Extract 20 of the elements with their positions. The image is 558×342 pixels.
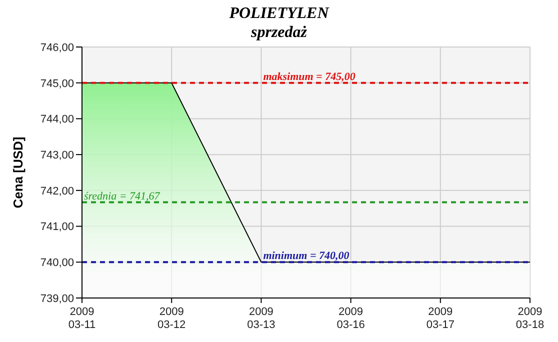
y-tick-label: 740,00 — [40, 257, 74, 270]
y-tick-label: 739,00 — [40, 292, 74, 305]
ref-line-label: maksimum = 745,00 — [263, 70, 356, 83]
x-tick-label: 2009 03-11 — [68, 306, 96, 331]
y-tick-label: 741,00 — [40, 221, 74, 234]
y-axis-title: Cena [USD] — [10, 136, 26, 208]
y-tick-label: 745,00 — [40, 78, 74, 90]
x-tick-label: 2009 03-17 — [426, 306, 454, 331]
ref-line-label: minimum = 740,00 — [263, 250, 350, 262]
y-tick-label: 744,00 — [40, 114, 74, 126]
x-tick-label: 2009 03-16 — [336, 306, 365, 331]
y-tick-label: 746,00 — [40, 42, 74, 54]
x-tick-label: 2009 03-12 — [158, 306, 186, 331]
ref-line-label: średnia = 741,67 — [84, 190, 160, 202]
y-tick-label: 743,00 — [40, 149, 74, 162]
x-tick-label: 2009 03-13 — [247, 306, 276, 331]
chart-title: POLIETYLEN — [228, 4, 330, 23]
x-tick-label: 2009 03-18 — [516, 306, 544, 331]
chart-subtitle: sprzedaż — [250, 23, 308, 42]
y-tick-label: 742,00 — [40, 185, 74, 198]
